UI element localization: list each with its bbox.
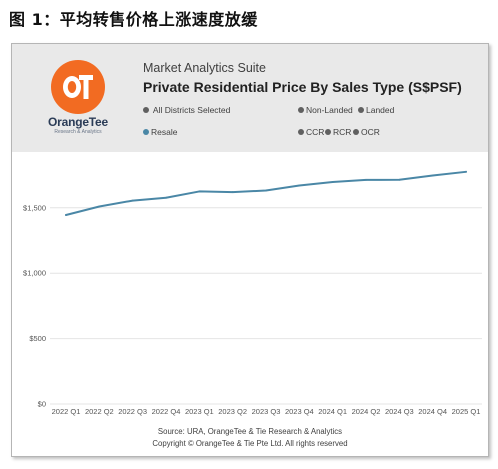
filter-landed[interactable]: Landed: [358, 105, 394, 115]
data-point: [98, 205, 101, 208]
y-tick-label: $500: [29, 334, 46, 343]
data-point: [431, 174, 434, 177]
data-point: [365, 179, 367, 181]
report-panel: OrangeTee Research & Analytics Market An…: [11, 43, 489, 457]
logo-name: OrangeTee: [48, 115, 108, 129]
x-tick-label: 2024 Q2: [352, 407, 381, 416]
logo-tagline: Research & Analytics: [54, 129, 102, 135]
data-point: [131, 199, 134, 202]
filter-rcr[interactable]: RCR: [325, 127, 351, 137]
data-point: [198, 190, 201, 193]
ot-glyph-icon: [63, 75, 93, 99]
data-point: [398, 178, 401, 181]
data-point: [298, 184, 301, 187]
orangetee-logo-icon: [51, 60, 105, 114]
filter-dot-icon: [325, 129, 331, 135]
filter-label: RCR: [333, 127, 352, 137]
filter-dot-icon: [298, 107, 304, 113]
x-tick-label: 2024 Q4: [418, 407, 447, 416]
filter-dot-icon: [353, 129, 359, 135]
filter-ccr[interactable]: CCR: [298, 127, 324, 137]
filter-label: CCR: [306, 127, 325, 137]
filter-dot-icon: [143, 107, 149, 113]
x-tick-label: 2023 Q3: [252, 407, 281, 416]
filter-non-landed[interactable]: Non-Landed: [298, 105, 353, 115]
district-filter[interactable]: All Districts Selected: [143, 105, 230, 115]
x-tick-label: 2025 Q1: [452, 407, 481, 416]
filter-label: OCR: [361, 127, 380, 137]
x-tick-label: 2023 Q2: [218, 407, 247, 416]
x-tick-label: 2024 Q1: [318, 407, 347, 416]
x-tick-label: 2022 Q2: [85, 407, 114, 416]
x-tick-label: 2023 Q1: [185, 407, 214, 416]
filter-ocr[interactable]: OCR: [353, 127, 380, 137]
data-point: [231, 191, 234, 193]
x-tick-label: 2023 Q4: [285, 407, 314, 416]
chart-title: Private Residential Price By Sales Type …: [143, 79, 462, 95]
filter-label: Non-Landed: [306, 105, 353, 115]
data-point: [331, 181, 334, 183]
data-point: [165, 196, 167, 199]
source-note: Source: URA, OrangeTee & Tie Research & …: [157, 427, 343, 436]
data-point: [65, 214, 67, 216]
suite-name: Market Analytics Suite: [143, 61, 266, 75]
x-tick-label: 2022 Q4: [152, 407, 181, 416]
data-point: [265, 189, 267, 192]
x-tick-label: 2022 Q1: [52, 407, 81, 416]
copyright-note: Copyright © OrangeTee & Tie Pte Ltd. All…: [152, 439, 348, 448]
y-tick-label: $0: [38, 400, 46, 409]
y-tick-label: $1,500: [23, 203, 46, 212]
price-line-chart: $0 $500 $1,000 $1,500 2022 Q1 2022 Q2 2022 Q3 2…: [23, 170, 482, 416]
x-tick-label: 2024 Q3: [385, 407, 414, 416]
filter-dot-icon: [358, 107, 364, 113]
x-tick-label: 2022 Q3: [118, 407, 147, 416]
filter-label: Resale: [151, 127, 178, 137]
district-filter-label: All Districts Selected: [152, 105, 231, 115]
filter-label: Landed: [366, 105, 395, 115]
filter-dot-icon: [143, 129, 149, 135]
data-point: [465, 170, 467, 173]
figure-title: 图 1：平均转售价格上涨速度放缓: [9, 10, 258, 29]
series-line-resale: [65, 170, 467, 216]
report-header: OrangeTee Research & Analytics Market An…: [12, 44, 488, 152]
filter-resale[interactable]: Resale: [143, 127, 177, 137]
y-tick-label: $1,000: [23, 269, 46, 278]
filter-dot-icon: [298, 129, 304, 135]
